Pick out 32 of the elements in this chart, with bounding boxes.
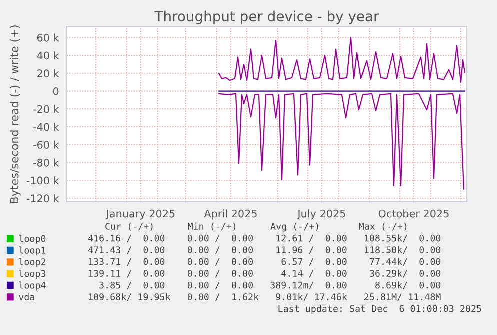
x-tick-label: July 2025 <box>297 210 346 220</box>
text: 139.11 / 0.00 0.00 / 0.00 4.14 / 0.00 36.29k/ 0.00 <box>89 270 441 278</box>
y-tick-label: -60 k <box>34 140 60 149</box>
text: 3.85 / 0.00 0.00 / 0.00 389.12m/ 0.00 8.69k/ 0.00 <box>100 282 441 290</box>
legend-label: loop0 <box>19 235 46 244</box>
text: Cur (-/+) Min (-/+) Avg (-/+) Max (-/+) <box>106 222 407 232</box>
legend-label: loop1 <box>19 246 46 256</box>
legend-label: loop3 <box>19 270 46 279</box>
text: 471.43 / 0.00 0.00 / 0.00 11.96 / 0.00 118.50k/ 0.00 <box>88 246 441 254</box>
text: 133.71 / 0.00 0.00 / 0.00 6.57 / 0.00 77.44k/ 0.00 <box>89 258 441 266</box>
y-tick-label: 0 <box>53 88 59 96</box>
line-series <box>218 93 465 190</box>
chart-title: Throughput per device - by year <box>154 10 380 24</box>
y-axis-title: Bytes/second read (-) / write (+) <box>10 26 21 204</box>
x-tick-label: October 2025 <box>378 210 449 218</box>
text: 109.68k/ 19.95k 0.00 / 1.62k 9.01k/ 17.46k 25.81M/ 11.48M <box>89 293 441 302</box>
line-series <box>218 37 466 83</box>
y-tick-label: 60 k <box>37 34 60 42</box>
y-tick-label: -40 k <box>34 123 60 132</box>
legend-label: loop2 <box>19 258 46 268</box>
x-tick-label: April 2025 <box>204 210 257 220</box>
text: Last update: Sat Dec 6 01:00:03 2025 <box>278 305 482 314</box>
legend-label: loop4 <box>19 282 46 291</box>
y-tick-label: -80 k <box>34 158 60 167</box>
y-tick-label: -120 k <box>26 194 60 203</box>
legend-label: vda <box>19 293 34 301</box>
y-tick-label: -20 k <box>34 105 60 114</box>
y-tick-label: 40 k <box>37 52 60 60</box>
y-tick-label: -100 k <box>26 176 60 185</box>
text: 416.16 / 0.00 0.00 / 0.00 12.61 / 0.00 108.55k/ 0.00 <box>88 234 441 242</box>
y-tick-label: 20 k <box>38 69 60 78</box>
x-tick-label: January 2025 <box>106 210 175 220</box>
